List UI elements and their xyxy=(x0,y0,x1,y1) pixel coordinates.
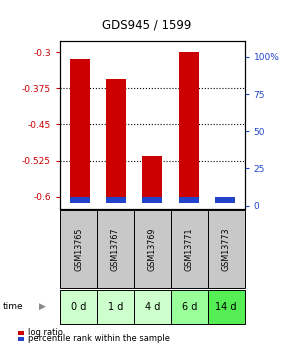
Text: ▶: ▶ xyxy=(39,302,46,311)
Text: GDS945 / 1599: GDS945 / 1599 xyxy=(102,19,191,32)
Text: percentile rank within the sample: percentile rank within the sample xyxy=(28,334,171,343)
Bar xyxy=(215,197,235,203)
Text: GSM13769: GSM13769 xyxy=(148,227,157,271)
Text: 1 d: 1 d xyxy=(108,302,123,312)
Bar xyxy=(142,156,162,197)
Text: log ratio: log ratio xyxy=(28,328,63,337)
Text: 14 d: 14 d xyxy=(215,302,237,312)
Text: 6 d: 6 d xyxy=(182,302,197,312)
Bar xyxy=(142,197,162,203)
Bar xyxy=(179,52,199,197)
Text: 4 d: 4 d xyxy=(145,302,160,312)
Bar xyxy=(106,79,126,197)
Bar xyxy=(179,197,199,203)
Text: GSM13773: GSM13773 xyxy=(222,227,231,271)
Text: 0 d: 0 d xyxy=(71,302,86,312)
Text: GSM13771: GSM13771 xyxy=(185,227,194,271)
Text: GSM13765: GSM13765 xyxy=(74,227,83,271)
Text: time: time xyxy=(3,302,23,311)
Text: GSM13767: GSM13767 xyxy=(111,227,120,271)
Bar xyxy=(70,59,90,197)
Bar xyxy=(70,197,90,203)
Bar xyxy=(106,197,126,203)
